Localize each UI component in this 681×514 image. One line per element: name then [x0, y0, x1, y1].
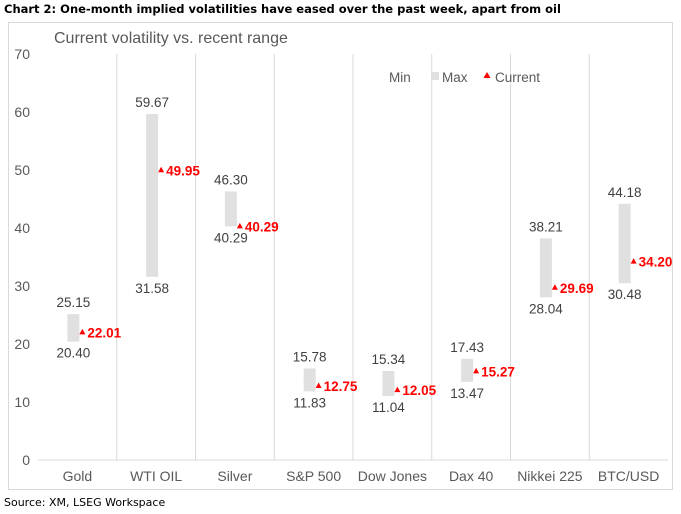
gridlines [38, 54, 668, 461]
range-bar [461, 358, 474, 382]
chart-title: Current volatility vs. recent range [54, 30, 288, 47]
current-value-label: 49.95 [166, 163, 200, 178]
source-note: Source: XM, LSEG Workspace [4, 496, 166, 509]
current-marker [394, 386, 401, 393]
min-value-label: 28.04 [529, 301, 563, 316]
max-value-label: 59.67 [135, 95, 169, 110]
legend: Min Max Current [389, 70, 540, 85]
category-label: BTC/USD [598, 468, 659, 484]
current-value-label: 29.69 [560, 281, 594, 296]
legend-max-label: Max [442, 70, 468, 85]
y-tick-label: 40 [14, 220, 30, 236]
min-value-label: 20.40 [56, 346, 90, 361]
y-tick-label: 10 [14, 394, 30, 410]
max-value-label: 38.21 [529, 219, 563, 234]
category-label: WTI OIL [130, 468, 182, 484]
current-marker [315, 382, 322, 389]
current-marker [158, 166, 165, 173]
min-value-label: 13.47 [450, 386, 484, 401]
category-label: Dax 40 [449, 468, 494, 484]
page-title: Chart 2: One-month implied volatilities … [4, 2, 561, 16]
legend-current-marker [483, 72, 491, 78]
legend-min-label: Min [389, 70, 411, 85]
y-tick-label: 20 [14, 336, 30, 352]
legend-current-label: Current [495, 70, 540, 85]
current-value-label: 15.27 [481, 364, 515, 379]
value-labels: 25.15 20.40 59.67 31.58 46.30 40.29 15.78 11.83… [56, 95, 641, 415]
max-value-label: 17.43 [450, 340, 484, 355]
y-tick-label: 70 [14, 46, 30, 62]
max-value-label: 15.78 [293, 349, 327, 364]
chart-frame [8, 22, 673, 490]
min-value-label: 11.83 [293, 395, 326, 410]
y-tick-label: 30 [14, 278, 30, 294]
range-bar [146, 113, 159, 277]
category-label: Gold [63, 468, 93, 484]
current-marker [79, 328, 86, 335]
max-value-label: 44.18 [608, 185, 642, 200]
max-value-label: 15.34 [371, 352, 405, 367]
range-bar [224, 191, 237, 227]
category-label: Silver [217, 468, 252, 484]
current-value-label: 34.20 [639, 255, 673, 270]
min-value-label: 31.58 [135, 281, 169, 296]
category-label: S&P 500 [286, 468, 341, 484]
max-value-label: 25.15 [56, 295, 90, 310]
current-marker [551, 284, 558, 290]
current-value-label: 12.05 [402, 383, 436, 398]
range-bar [382, 371, 395, 396]
current-value-label: 40.29 [245, 219, 279, 234]
current-marker [473, 367, 480, 374]
y-axis-ticks: 0 10 20 30 40 50 60 70 [14, 46, 30, 468]
range-bar [618, 203, 631, 284]
range-bar [303, 368, 316, 392]
min-value-label: 40.29 [214, 230, 248, 245]
y-tick-label: 60 [14, 104, 30, 120]
y-tick-label: 50 [14, 162, 30, 178]
legend-max-swatch [431, 72, 439, 80]
current-value-label: 22.01 [87, 325, 121, 340]
y-tick-label: 0 [22, 452, 30, 468]
current-marker [630, 258, 637, 264]
range-bars [67, 113, 631, 396]
current-marker [236, 222, 243, 229]
x-axis-categories: Gold WTI OIL Silver S&P 500 Dow Jones Dax 40 N… [63, 468, 660, 484]
current-markers: 22.01 49.95 40.29 12.75 12.05 15.27 29.69 34.20 [79, 163, 672, 398]
min-value-label: 11.04 [372, 400, 405, 415]
range-bar [539, 238, 552, 298]
min-value-label: 30.48 [608, 287, 642, 302]
current-value-label: 12.75 [324, 379, 358, 394]
category-label: Dow Jones [358, 468, 427, 484]
max-value-label: 46.30 [214, 172, 248, 187]
range-bar [67, 314, 80, 342]
category-label: Nikkei 225 [517, 468, 583, 484]
